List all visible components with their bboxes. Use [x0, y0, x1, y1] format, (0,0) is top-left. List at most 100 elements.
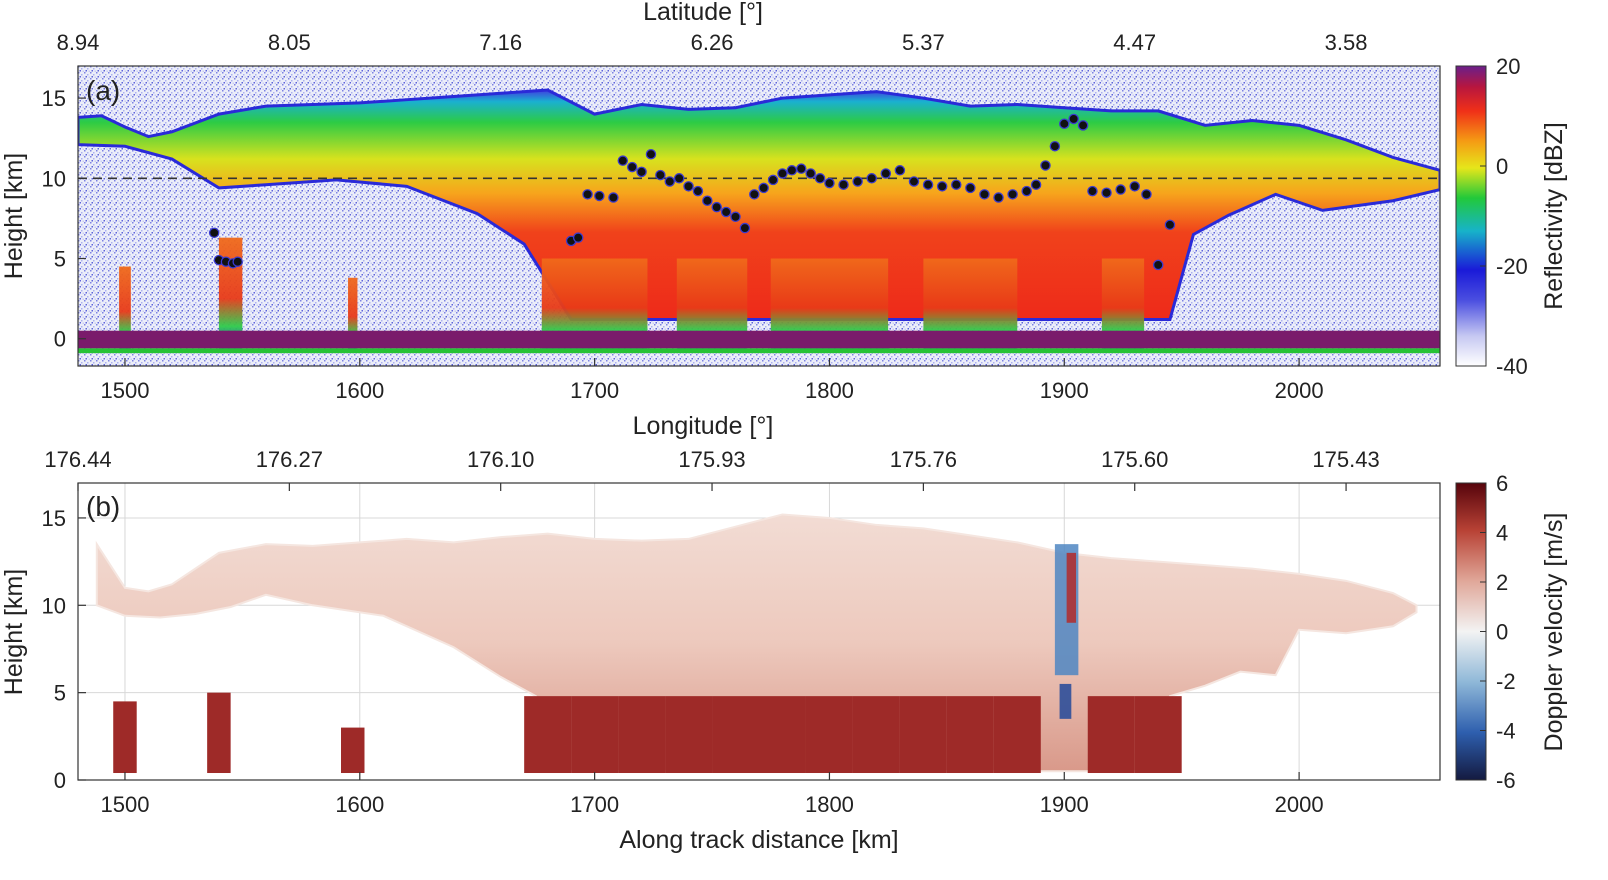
panel-a-colorbar-ticks: 20 0 -20 -40 — [1480, 54, 1528, 379]
a-x-tick-label: 1800 — [805, 378, 854, 403]
b-x-tick-label: 1600 — [335, 792, 384, 817]
a-cloud-top-marker — [936, 181, 948, 192]
b-y-tick-label: 0 — [54, 768, 66, 793]
a-cloud-top-marker — [1115, 184, 1126, 195]
a-x-tick-label: 1600 — [335, 378, 384, 403]
a-cloud-top-marker — [582, 189, 593, 200]
b-top-tick-label: 176.10 — [467, 447, 534, 472]
a-cloud-top-marker — [979, 189, 990, 200]
b-x-tick-label: 1500 — [100, 792, 149, 817]
a-cloud-top-marker — [965, 182, 976, 194]
a-top-tick-label: 5.37 — [902, 30, 945, 55]
a-cloud-top-marker — [993, 192, 1004, 203]
a-y-tick-label: 15 — [42, 86, 66, 111]
b-colorbar-tick-label: -2 — [1496, 669, 1516, 694]
panel-b-x-axis-label: Along track distance [km] — [619, 826, 898, 854]
panel-a-x-ticks: 1500 1600 1700 1800 1900 2000 — [100, 358, 1324, 403]
a-cloud-top-marker — [767, 174, 779, 186]
a-cloud-top-marker — [1141, 189, 1152, 200]
panel-a-y-ticks: 0 5 10 15 — [42, 86, 86, 352]
a-top-tick-label: 7.16 — [479, 30, 522, 55]
a-cloud-top-marker — [786, 165, 798, 176]
a-cloud-top-marker — [1077, 120, 1089, 131]
a-cloud-top-marker — [645, 148, 657, 160]
a-cloud-top-marker — [1087, 185, 1098, 197]
a-top-tick-label: 4.47 — [1113, 30, 1156, 55]
panel-b-label: (b) — [86, 491, 120, 522]
panel-a-cloud-anvil — [78, 88, 1440, 321]
b-top-tick-label: 175.76 — [890, 447, 957, 472]
a-cloud-top-marker — [922, 179, 934, 190]
b-fall-streak — [805, 696, 853, 774]
a-cloud-top-marker — [1152, 259, 1164, 271]
b-fall-streak — [341, 727, 365, 774]
panel-b-x-ticks: 1500 1600 1700 1800 1900 2000 — [100, 772, 1324, 817]
a-top-tick-label: 8.05 — [268, 30, 311, 55]
b-fall-streak — [113, 701, 137, 774]
panel-a: Latitude [°] 8.94 8.05 7.16 6.26 5.37 4.47 3.5… — [0, 0, 1568, 440]
a-cloud-top-marker — [572, 232, 584, 243]
panel-a-label: (a) — [86, 75, 120, 106]
a-precipitation-column — [348, 277, 358, 349]
a-y-tick-label: 10 — [42, 166, 66, 191]
b-top-tick-label: 176.44 — [44, 447, 111, 472]
a-cloud-top-marker — [692, 185, 704, 197]
a-cloud-top-marker — [1059, 118, 1070, 130]
panel-a-colorbar-label: Reflectivity [dBZ] — [1540, 122, 1568, 310]
b-fall-streak — [665, 696, 713, 774]
a-precipitation-column — [119, 266, 131, 349]
a-x-tick-label: 1700 — [570, 378, 619, 403]
a-cloud-top-marker — [673, 173, 685, 184]
a-cloud-top-marker — [908, 176, 920, 187]
b-colorbar-tick-label: -4 — [1496, 719, 1516, 744]
b-fall-streak — [993, 696, 1041, 774]
a-cloud-top-marker — [702, 195, 713, 207]
a-cloud-top-marker — [866, 173, 877, 184]
a-y-tick-label: 5 — [54, 247, 66, 272]
a-cloud-top-marker — [683, 181, 694, 192]
panel-b-y-axis-label: Height [km] — [0, 569, 28, 695]
b-y-tick-label: 5 — [54, 681, 66, 706]
a-cloud-top-marker — [739, 222, 751, 234]
a-top-tick-label: 8.94 — [57, 30, 100, 55]
panel-b-top-tick-labels: 176.44 176.27 176.10 175.93 175.76 175.60 175.… — [44, 447, 1380, 491]
a-cloud-top-marker — [824, 177, 835, 189]
a-cloud-top-marker — [796, 163, 807, 174]
b-fall-streak — [571, 696, 619, 774]
a-cloud-top-marker — [711, 201, 722, 213]
a-cloud-top-marker — [636, 166, 647, 178]
b-fall-streak — [946, 696, 994, 774]
b-colorbar-tick-label: -6 — [1496, 768, 1516, 793]
panel-a-y-axis-label: Height [km] — [0, 153, 28, 279]
a-cloud-top-marker — [208, 227, 220, 239]
panel-a-x-axis-label: Longitude [°] — [633, 412, 774, 440]
b-updraft-base — [1059, 683, 1072, 719]
a-cloud-top-marker — [730, 211, 741, 223]
b-fall-streak — [712, 696, 759, 774]
b-x-tick-label: 1800 — [805, 792, 854, 817]
a-cloud-top-marker — [608, 192, 619, 203]
a-cloud-top-marker — [1030, 179, 1042, 190]
panel-a-top-axis-label: Latitude [°] — [643, 0, 763, 26]
a-cloud-top-marker — [617, 155, 629, 166]
panel-b-convective-updraft — [1054, 544, 1079, 719]
a-top-tick-label: 6.26 — [691, 30, 734, 55]
a-cloud-top-marker — [951, 179, 962, 190]
b-fall-streak — [759, 696, 806, 774]
a-cloud-top-marker — [720, 206, 732, 218]
a-cloud-top-marker — [805, 168, 816, 179]
b-colorbar-tick-label: 6 — [1496, 471, 1508, 496]
panel-b-fall-streaks — [113, 692, 1182, 774]
a-x-tick-label: 1900 — [1040, 378, 1089, 403]
a-cloud-top-marker — [838, 179, 849, 190]
a-colorbar-tick-label: 0 — [1496, 154, 1508, 179]
b-fall-streak — [1134, 696, 1182, 774]
b-x-tick-label: 1900 — [1040, 792, 1089, 817]
a-cloud-top-marker — [1021, 185, 1032, 197]
panel-b-colorbar-ticks: 6 4 2 0 -2 -4 -6 — [1480, 471, 1516, 793]
a-cloud-top-marker — [626, 161, 638, 173]
a-cloud-top-marker — [852, 176, 863, 187]
panel-b-colorbar-label: Doppler velocity [m/s] — [1540, 513, 1568, 752]
b-fall-streak — [852, 696, 900, 774]
